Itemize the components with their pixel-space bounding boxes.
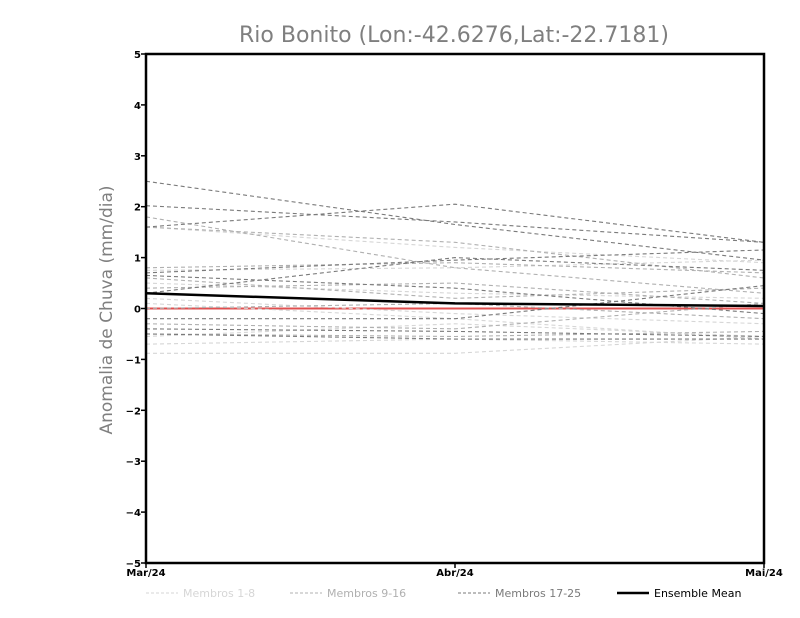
chart-title: Rio Bonito (Lon:-42.6276,Lat:-22.7181) [239, 23, 669, 48]
y-tick-label: 4 [134, 101, 141, 112]
member-line-15 [145, 302, 765, 330]
member-line-20 [145, 249, 765, 274]
y-tick-label: −3 [126, 457, 141, 468]
y-tick-label: 0 [134, 305, 141, 316]
y-tick-label: 5 [134, 50, 141, 61]
y-tick-label: −2 [126, 406, 141, 417]
y-tick-label: −4 [126, 508, 141, 519]
y-tick-label: −5 [126, 559, 141, 570]
x-tick-label: Abr/24 [436, 568, 473, 579]
member-line-21 [145, 257, 765, 294]
member-line-12 [145, 277, 765, 299]
member-line-4 [145, 297, 765, 325]
y-tick-label: 3 [134, 152, 141, 163]
member-line-10 [145, 226, 765, 279]
member-line-25 [145, 333, 764, 340]
member-line-2 [145, 259, 765, 271]
plot-frame [144, 52, 766, 565]
x-tick-label: Mai/24 [745, 568, 783, 579]
series-layer [145, 180, 765, 354]
member-line-19 [145, 203, 765, 243]
member-line-11 [145, 262, 765, 274]
y-tick-label: −1 [126, 355, 141, 366]
member-line-24 [145, 328, 765, 338]
legend: Membros 1-8 Membros 9-16 Membros 17-25 Ense… [146, 587, 741, 600]
member-line-6 [145, 323, 765, 338]
member-line-13 [145, 282, 765, 304]
member-line-8 [146, 335, 765, 354]
legend-label: Membros 17-25 [495, 587, 581, 600]
member-line-3 [145, 282, 765, 299]
legend-label: Membros 9-16 [327, 587, 406, 600]
y-tick-label: 2 [134, 203, 141, 214]
member-line-1 [145, 226, 765, 264]
x-tick-label: Mar/24 [126, 568, 165, 579]
member-line-18 [145, 205, 765, 243]
y-axis-label: Anomalia de Chuva (mm/dia) [97, 185, 117, 434]
legend-label: Ensemble Mean [654, 587, 741, 600]
member-line-23 [146, 285, 765, 320]
member-line-17 [145, 180, 765, 261]
member-line-22 [145, 274, 765, 315]
y-tick-label: 1 [134, 254, 141, 265]
axis-layer: −5 −4 −3 −2 −1 0 1 2 3 4 5 Mar/24 Abr/24 Mai/24 [126, 50, 783, 579]
ensemble-mean-line [145, 291, 765, 308]
member-line-9 [145, 216, 765, 294]
legend-label: Membros 1-8 [183, 587, 255, 600]
member-line-16 [145, 330, 765, 338]
